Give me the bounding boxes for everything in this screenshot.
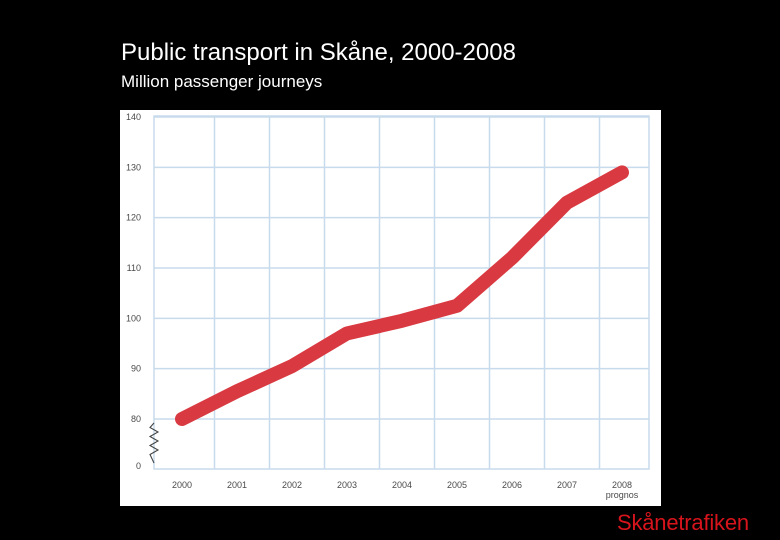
y-tick-label: 80 [131, 414, 141, 424]
data-point [291, 365, 293, 368]
x-tick-label: 2008 [612, 480, 632, 490]
y-tick-label: 100 [126, 313, 141, 323]
x-tick-label: 2000 [172, 480, 192, 490]
series-line [175, 165, 629, 426]
x-tick-label: 2007 [557, 480, 577, 490]
chart-subtitle: Million passenger journeys [121, 72, 323, 91]
x-tick-label: 2003 [337, 480, 357, 490]
chart-title: Public transport in Skåne, 2000-2008 [121, 39, 516, 66]
x-tick-label: 2004 [392, 480, 412, 490]
y-tick-label: 140 [126, 112, 141, 122]
plot-frame [153, 115, 650, 470]
axes [148, 422, 160, 464]
data-point [236, 390, 238, 393]
y-tick-label: 90 [131, 364, 141, 374]
chart-panel: 0 80 90 100 110 120 130 140 2000 2001 2002 2003 2004… [120, 110, 661, 506]
y-tick-label: 110 [127, 263, 141, 273]
x-tick-label: 2006 [502, 480, 522, 490]
axis-break-icon [148, 422, 160, 464]
y-tick-label: 120 [126, 213, 141, 223]
data-point [456, 304, 458, 307]
tick-labels: 0 80 90 100 110 120 130 140 2000 2001 2002 2003 2004… [126, 112, 639, 500]
y-tick-label: 0 [136, 461, 141, 471]
data-point [566, 201, 568, 204]
x-tick-label: 2005 [447, 480, 467, 490]
x-tick-sublabel: prognos [606, 490, 639, 500]
data-point [511, 256, 513, 259]
line-chart: 0 80 90 100 110 120 130 140 2000 2001 2002 2003 2004… [126, 112, 650, 500]
x-tick-label: 2002 [282, 480, 302, 490]
y-tick-label: 130 [126, 162, 141, 172]
x-tick-label: 2001 [227, 480, 247, 490]
skanetrafiken-logo: Skånetrafiken [617, 510, 749, 535]
data-point [401, 319, 403, 322]
data-point [346, 332, 348, 335]
data-point [621, 171, 623, 174]
data-point [181, 418, 183, 420]
series-layer [175, 165, 629, 426]
grid-lines [153, 115, 650, 470]
